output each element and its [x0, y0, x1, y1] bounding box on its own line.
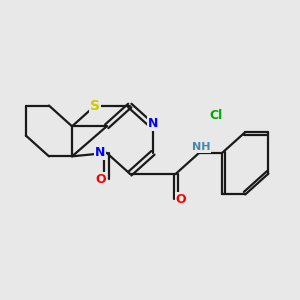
Text: O: O — [175, 193, 186, 206]
Text: N: N — [94, 146, 105, 159]
Text: N: N — [148, 117, 158, 130]
Text: O: O — [96, 173, 106, 186]
Text: Cl: Cl — [210, 110, 223, 122]
Text: NH: NH — [192, 142, 211, 152]
Text: S: S — [90, 98, 100, 112]
